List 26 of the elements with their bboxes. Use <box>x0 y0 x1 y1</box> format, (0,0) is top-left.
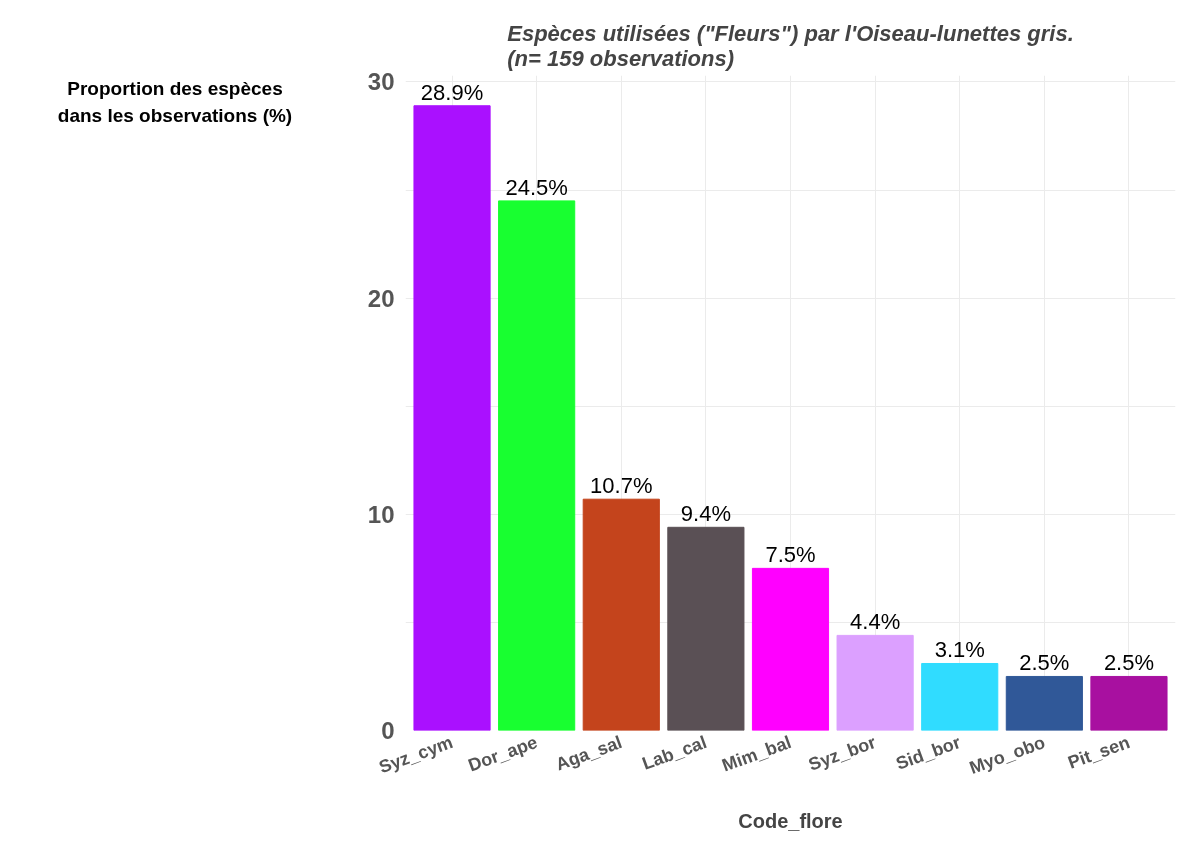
y-axis-title: Proportion des espèces dans les observations (%) <box>57 77 293 129</box>
x-tick-label: Pit_sen <box>1065 732 1133 773</box>
bar <box>667 526 745 731</box>
bar <box>921 662 999 731</box>
data-label: 4.4% <box>850 609 901 635</box>
y-tick-label: 10 <box>367 500 395 528</box>
bar <box>498 200 576 731</box>
data-label: 24.5% <box>505 174 568 200</box>
y-tick-label: 30 <box>367 68 395 96</box>
bar <box>413 105 491 731</box>
data-label: 10.7% <box>590 473 653 499</box>
bar <box>836 634 914 731</box>
bar <box>1005 675 1083 731</box>
data-label: 3.1% <box>934 637 985 663</box>
x-axis-title: Code_flore <box>738 810 843 833</box>
data-label: 2.5% <box>1103 650 1155 676</box>
bar <box>582 498 660 731</box>
bar <box>1090 675 1168 731</box>
data-label: 9.4% <box>680 501 731 527</box>
y-tick-label: 0 <box>381 717 395 744</box>
data-label: 2.5% <box>1019 650 1070 676</box>
bar <box>751 567 830 731</box>
data-label: 28.9% <box>420 79 484 105</box>
y-tick-label: 20 <box>367 284 395 312</box>
data-label: 7.5% <box>765 542 816 568</box>
chart-title: Espèces utilisées ("Fleurs") par l'Oiseau-lunettes gris. (n= 159 observations) <box>507 20 1074 71</box>
